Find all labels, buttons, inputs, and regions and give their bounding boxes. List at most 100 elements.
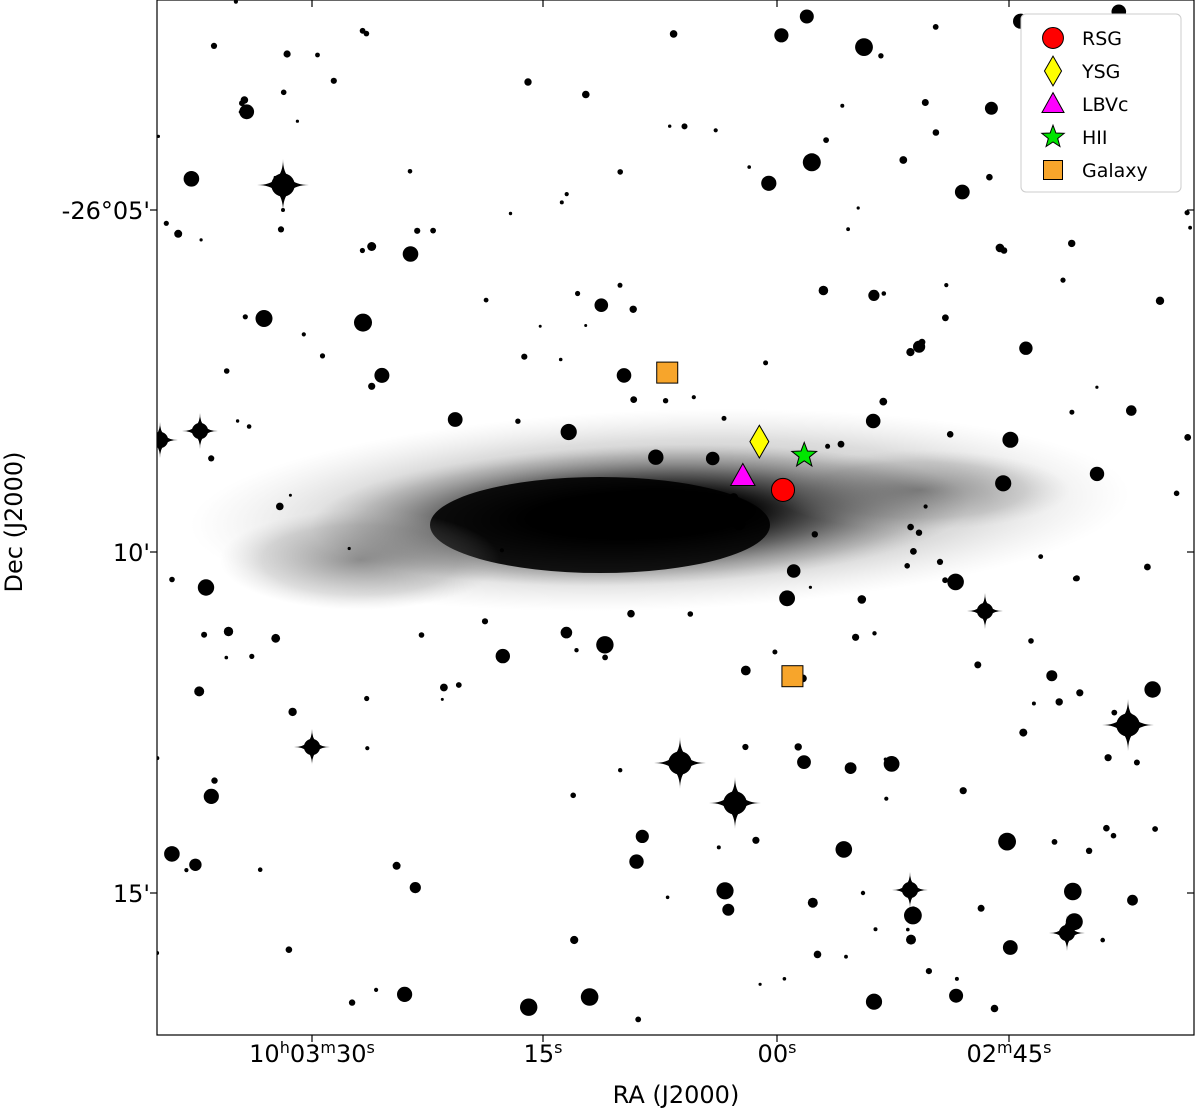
star-dot: [580, 988, 599, 1006]
star-dot: [844, 954, 848, 959]
star-dot: [740, 665, 751, 676]
star-dot: [1103, 824, 1110, 832]
star-dot: [808, 585, 813, 589]
star-dot: [347, 546, 351, 551]
star-dot: [211, 777, 218, 784]
star-dot: [1046, 670, 1058, 682]
star-dot: [844, 762, 857, 774]
star-dot: [635, 1016, 642, 1023]
star-dot: [559, 200, 564, 205]
star-dot: [1055, 698, 1063, 706]
star-dot: [255, 310, 273, 327]
star-dot: [879, 397, 888, 406]
x-axis-title: RA (J2000): [613, 1081, 740, 1109]
legend-box: [1020, 13, 1182, 193]
legend-label-lbvc: LBVc: [1082, 94, 1128, 116]
star-dot: [668, 124, 672, 128]
star-dot: [881, 291, 887, 296]
star-dot: [508, 211, 513, 216]
star-dot: [596, 636, 614, 654]
marker-ysg: [749, 424, 770, 459]
star-dot: [865, 413, 881, 429]
star-dot: [574, 648, 579, 653]
star-dot: [163, 220, 169, 226]
star-dot: [1031, 701, 1036, 706]
star-dot: [630, 396, 638, 403]
star-dot: [721, 415, 727, 421]
x-axis: 10h03m30s 15s 00s 02m45s: [249, 0, 1052, 1069]
star-dot: [224, 655, 229, 660]
star-dot: [733, 518, 746, 531]
star-dot: [984, 101, 998, 115]
star-dot: [794, 743, 802, 751]
star-dot: [878, 53, 884, 59]
legend-marker-lbvc: [1041, 91, 1065, 114]
star-dot: [868, 289, 880, 301]
x-tick-label: 15s: [524, 1038, 563, 1069]
star-dot: [280, 89, 287, 96]
star-dot: [483, 297, 489, 303]
star-dot: [1068, 239, 1076, 248]
star-dot: [584, 324, 588, 327]
star-dot: [883, 757, 888, 762]
x-tick-label: 02m45s: [966, 1038, 1051, 1069]
star-dot: [1085, 847, 1093, 854]
field-stars: [157, 0, 1192, 1023]
star-dot: [368, 382, 376, 390]
star-dot: [203, 788, 219, 805]
legend-label-rsg: RSG: [1082, 28, 1122, 50]
star-dot: [570, 792, 576, 799]
star-dot: [365, 746, 370, 751]
marker-galaxy: [656, 361, 679, 384]
star-dot: [977, 904, 985, 912]
star-dot: [840, 103, 845, 108]
star-dot: [197, 579, 215, 596]
star-dot: [1127, 894, 1138, 906]
bright-star-core: [1116, 713, 1140, 737]
star-dot: [648, 449, 664, 465]
star-dot: [813, 950, 822, 959]
star-dot: [752, 836, 760, 844]
star-dot: [235, 419, 240, 423]
star-dot: [495, 648, 510, 664]
star-dot: [835, 841, 853, 858]
star-dot: [249, 653, 255, 660]
star-dot: [288, 707, 297, 717]
star-dot: [499, 548, 504, 553]
star-dot: [761, 175, 777, 191]
star-dot: [617, 169, 623, 175]
bright-star-core: [976, 602, 994, 620]
star-dot: [716, 845, 721, 850]
object-markers: [656, 361, 818, 688]
y-tick-label: -26°05': [62, 197, 150, 225]
bright-star-core: [191, 422, 209, 440]
star-dot: [440, 697, 444, 701]
star-dot: [722, 903, 735, 916]
star-dot: [359, 247, 365, 254]
star-dot: [907, 523, 914, 531]
star-dot: [932, 129, 940, 136]
star-dot: [635, 829, 649, 844]
marker-lbvc: [729, 462, 756, 487]
legend-marker-galaxy: [1043, 160, 1063, 180]
star-dot: [409, 882, 421, 894]
star-dot: [716, 882, 734, 900]
star-dot: [1144, 681, 1161, 698]
star-dot: [414, 227, 421, 234]
bright-star-core: [1058, 924, 1076, 942]
star-dot: [575, 290, 581, 297]
x-tick-label: 00s: [758, 1038, 797, 1069]
legend-marker-rsg: [1042, 27, 1064, 49]
star-dot: [899, 156, 908, 164]
star-dot: [865, 993, 883, 1010]
star-dot: [348, 999, 356, 1006]
star-dot: [277, 226, 285, 233]
star-dot: [223, 368, 230, 374]
star-dot: [1002, 431, 1019, 448]
star-dot: [1072, 576, 1079, 582]
star-dot: [239, 104, 255, 120]
star-dot: [974, 661, 982, 669]
star-dot: [629, 305, 637, 313]
star-dot: [1069, 409, 1075, 415]
star-dot: [402, 246, 419, 262]
